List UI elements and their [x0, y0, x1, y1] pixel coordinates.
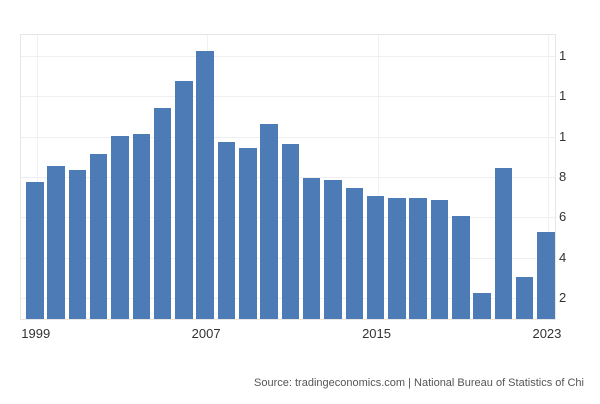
bar-2018[interactable] [430, 200, 449, 319]
y-axis-tick-label: 6 [559, 209, 567, 225]
y-axis-tick-label: 1 [559, 48, 567, 64]
bar-2007[interactable] [196, 51, 214, 319]
x-axis-tick-label: 1999 [21, 326, 51, 341]
bar-2004[interactable] [132, 133, 150, 319]
y-axis-tick-label: 4 [559, 249, 567, 265]
bar-2014[interactable] [345, 188, 363, 319]
y-axis-tick-label: 1 [559, 128, 567, 144]
bar-2022[interactable] [515, 276, 534, 319]
h-gridline [21, 136, 555, 138]
bar-2016[interactable] [388, 198, 406, 319]
bar-2009[interactable] [239, 147, 257, 319]
source-attribution: Source: tradingeconomics.com | National … [254, 377, 584, 389]
bar-2013[interactable] [324, 180, 342, 319]
v-gridline [377, 35, 379, 319]
bar-2015[interactable] [366, 196, 385, 319]
bar-1999[interactable] [26, 182, 44, 319]
bar-2006[interactable] [175, 81, 193, 319]
x-axis-tick-label: 2015 [362, 326, 391, 341]
bar-2023[interactable] [537, 232, 555, 319]
y-axis-tick-label: 2 [559, 289, 567, 305]
bar-2000[interactable] [47, 165, 65, 319]
v-gridline [547, 35, 549, 319]
plot-area [20, 34, 556, 320]
bar-2010[interactable] [260, 123, 278, 319]
bar-2002[interactable] [89, 153, 108, 319]
y-axis-tick-label: 1 [559, 88, 567, 104]
bar-2008[interactable] [217, 141, 236, 319]
bar-2020[interactable] [473, 292, 491, 319]
v-gridline [36, 35, 38, 319]
bar-2011[interactable] [281, 143, 300, 319]
x-axis-tick-label: 2007 [191, 326, 221, 341]
bar-2017[interactable] [409, 198, 427, 319]
bar-2003[interactable] [111, 135, 129, 319]
bar-2021[interactable] [494, 167, 513, 319]
bar-2001[interactable] [68, 169, 87, 319]
h-gridline [21, 96, 555, 98]
y-axis-tick-label: 8 [559, 169, 567, 184]
x-axis-tick-label: 2023 [532, 326, 562, 341]
bar-2019[interactable] [452, 216, 470, 319]
bar-2005[interactable] [153, 107, 172, 319]
bar-2012[interactable] [302, 178, 321, 319]
h-gridline [21, 56, 555, 58]
